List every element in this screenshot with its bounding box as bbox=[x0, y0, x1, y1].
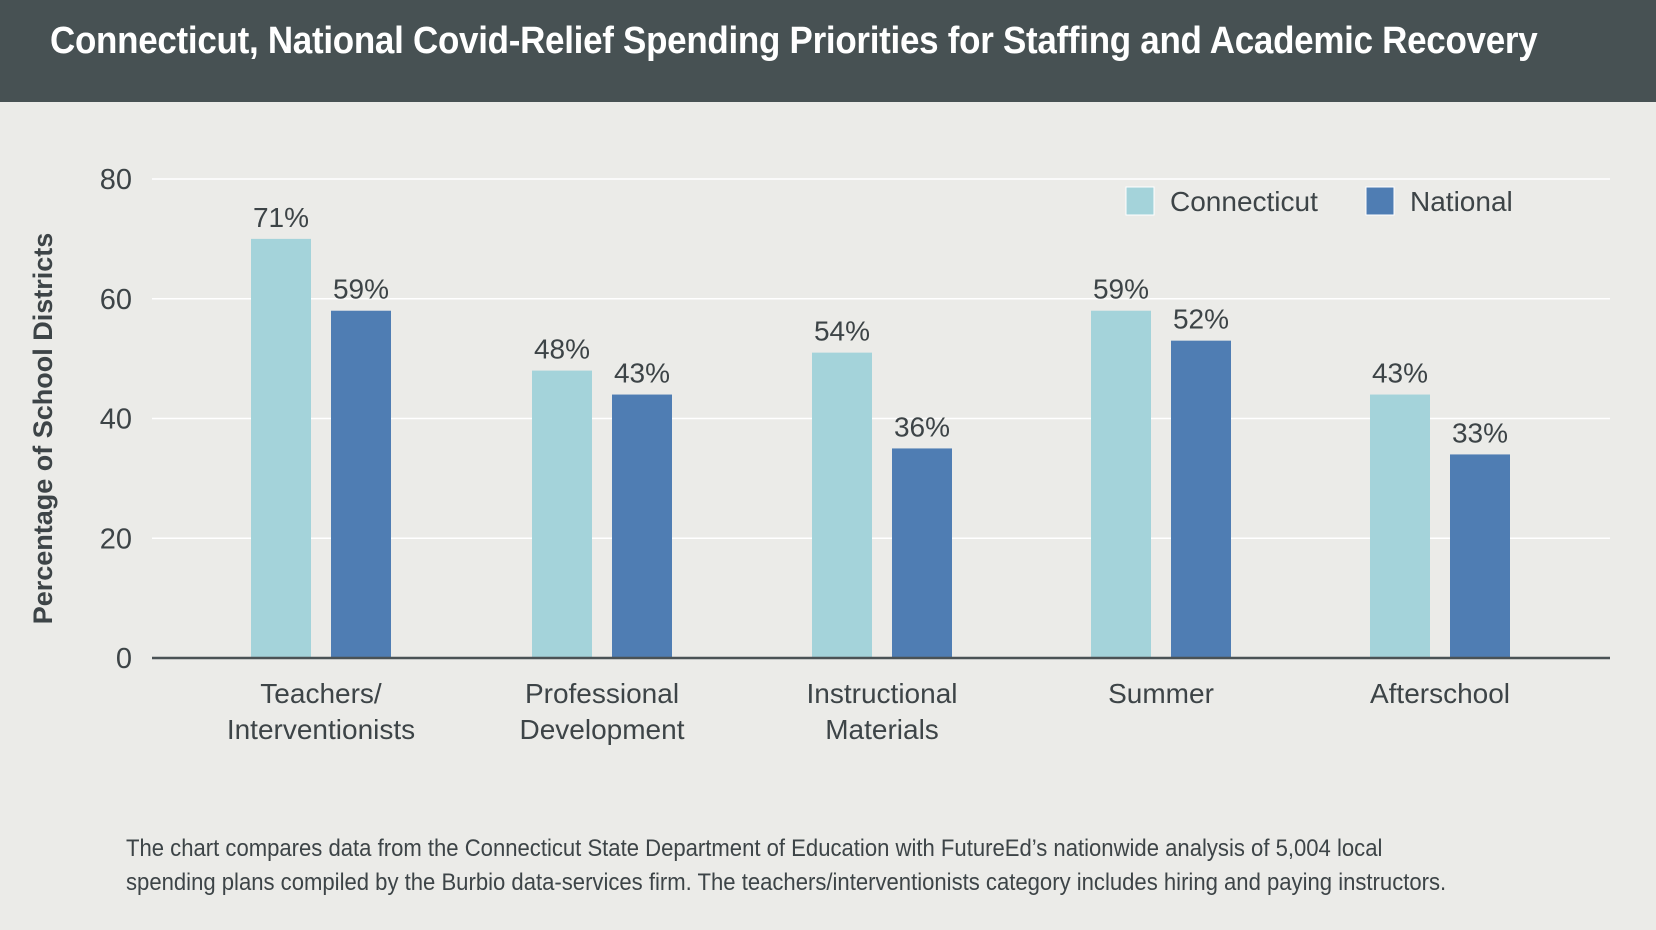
bar-connecticut-2 bbox=[812, 352, 872, 658]
bar-national-3 bbox=[1171, 340, 1231, 658]
legend-label-national: National bbox=[1410, 186, 1513, 217]
bar-national-0 bbox=[331, 310, 391, 658]
footnote: The chart compares data from the Connect… bbox=[126, 832, 1506, 900]
x-tick-label-1-0: Professional bbox=[525, 678, 679, 709]
legend-swatch-connecticut bbox=[1125, 186, 1155, 216]
bar-national-2 bbox=[892, 448, 952, 658]
x-tick-label-0-1: Interventionists bbox=[227, 714, 415, 745]
chart-title: Connecticut, National Covid-Relief Spend… bbox=[50, 20, 1538, 62]
value-label-national-1: 43% bbox=[614, 358, 670, 389]
value-label-national-2: 36% bbox=[894, 411, 950, 442]
bar-connecticut-1 bbox=[532, 370, 592, 658]
x-tick-label-1-1: Development bbox=[520, 714, 685, 745]
bar-chart: 0 20 40 60 80 Percentage of School Districts 7… bbox=[28, 164, 1610, 745]
y-tick-label-80: 80 bbox=[100, 164, 132, 196]
y-tick-label-20: 20 bbox=[100, 523, 132, 555]
value-label-national-3: 52% bbox=[1173, 304, 1229, 335]
value-label-connecticut-2: 54% bbox=[814, 316, 870, 347]
footnote-line-1: The chart compares data from the Connect… bbox=[126, 835, 1383, 862]
y-tick-label-60: 60 bbox=[100, 284, 132, 316]
legend-swatch-national bbox=[1365, 186, 1395, 216]
value-label-connecticut-3: 59% bbox=[1093, 274, 1149, 305]
value-label-connecticut-4: 43% bbox=[1372, 358, 1428, 389]
value-label-national-0: 59% bbox=[333, 274, 389, 305]
x-tick-label-3-0: Summer bbox=[1108, 678, 1214, 709]
title-bar: Connecticut, National Covid-Relief Spend… bbox=[0, 0, 1656, 102]
x-tick-label-2-0: Instructional bbox=[807, 678, 958, 709]
x-tick-label-4-0: Afterschool bbox=[1370, 678, 1510, 709]
value-label-national-4: 33% bbox=[1452, 417, 1508, 448]
value-label-connecticut-1: 48% bbox=[534, 334, 590, 365]
bar-connecticut-3 bbox=[1091, 310, 1151, 658]
bar-connecticut-4 bbox=[1370, 394, 1430, 658]
value-label-connecticut-0: 71% bbox=[253, 202, 309, 233]
y-tick-label-0: 0 bbox=[116, 643, 132, 675]
legend-label-connecticut: Connecticut bbox=[1170, 186, 1318, 217]
x-tick-label-0-0: Teachers/ bbox=[260, 678, 382, 709]
bar-national-1 bbox=[612, 394, 672, 658]
footnote-line-2: spending plans compiled by the Burbio da… bbox=[126, 869, 1447, 896]
y-axis-label: Percentage of School Districts bbox=[28, 233, 58, 625]
bar-national-4 bbox=[1450, 454, 1510, 658]
x-tick-label-2-1: Materials bbox=[825, 714, 939, 745]
y-tick-label-40: 40 bbox=[100, 404, 132, 436]
bar-connecticut-0 bbox=[251, 238, 311, 658]
